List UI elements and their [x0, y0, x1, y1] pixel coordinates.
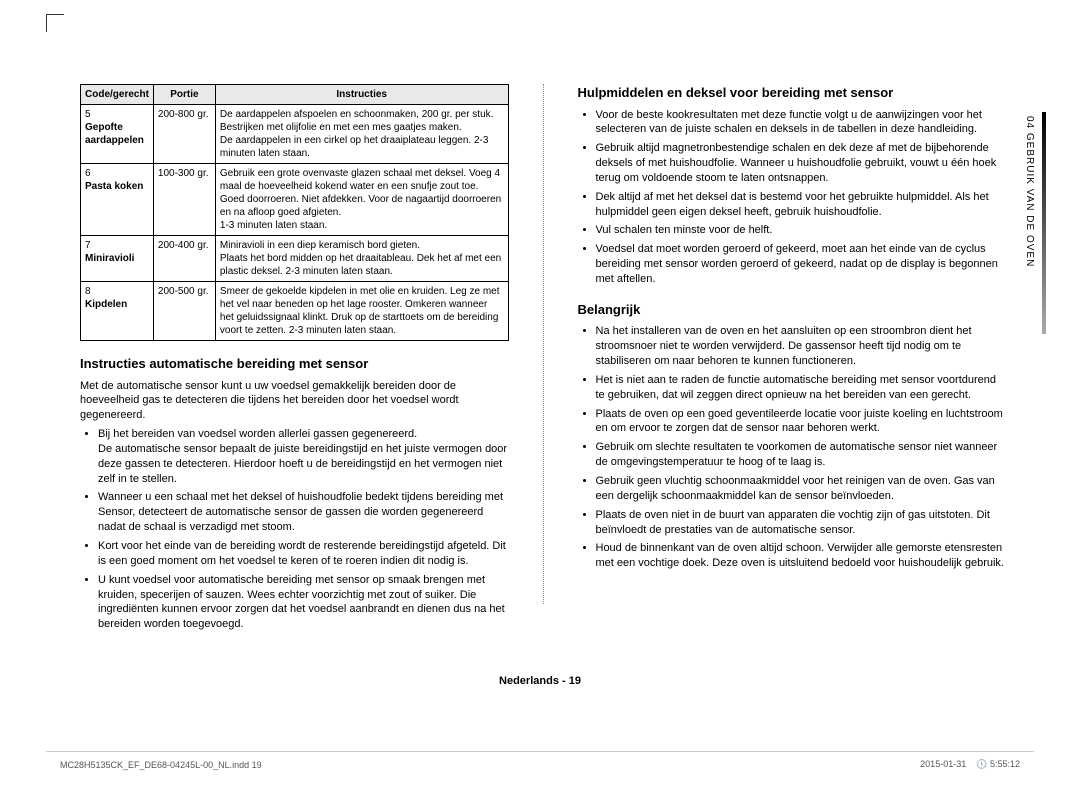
- important-heading: Belangrijk: [578, 301, 1007, 319]
- cell-code: 5Gepofte aardappelen: [81, 105, 154, 164]
- left-column: Code/gerecht Portie Instructies 5Gepofte…: [80, 84, 509, 636]
- content-columns: Code/gerecht Portie Instructies 5Gepofte…: [80, 84, 1006, 636]
- col-portion: Portie: [153, 85, 215, 105]
- page-footer-center: Nederlands - 19: [0, 675, 1080, 687]
- cell-instructions: Gebruik een grote ovenvaste glazen schaa…: [215, 164, 508, 236]
- cell-code: 6Pasta koken: [81, 164, 154, 236]
- sensor-instructions-heading: Instructies automatische bereiding met s…: [80, 355, 509, 373]
- clock-icon: 🕔: [976, 759, 987, 769]
- list-item: Het is niet aan te raden de functie auto…: [596, 373, 1007, 403]
- side-tab: 04 GEBRUIK VAN DE OVEN: [1024, 112, 1046, 334]
- cell-instructions: De aardappelen afspoelen en schoonmaken,…: [215, 105, 508, 164]
- list-item: Plaats de oven op een goed geventileerde…: [596, 407, 1007, 437]
- accessories-list: Voor de beste kookresultaten met deze fu…: [578, 108, 1007, 287]
- col-instructions: Instructies: [215, 85, 508, 105]
- cell-code: 7Miniravioli: [81, 236, 154, 282]
- table-row: 6Pasta koken100-300 gr.Gebruik een grote…: [81, 164, 509, 236]
- important-list: Na het installeren van de oven en het aa…: [578, 324, 1007, 571]
- list-item: Voedsel dat moet worden geroerd of gekee…: [596, 242, 1007, 287]
- cell-instructions: Miniravioli in een diep keramisch bord g…: [215, 236, 508, 282]
- list-item: Vul schalen ten minste voor de helft.: [596, 223, 1007, 238]
- list-item: Gebruik geen vluchtig schoonmaakmiddel v…: [596, 474, 1007, 504]
- accessories-heading: Hulpmiddelen en deksel voor bereiding me…: [578, 84, 1007, 102]
- table-header-row: Code/gerecht Portie Instructies: [81, 85, 509, 105]
- table-row: 8Kipdelen200-500 gr.Smeer de gekoelde ki…: [81, 282, 509, 341]
- list-item: Dek altijd af met het deksel dat is best…: [596, 190, 1007, 220]
- cell-portion: 200-800 gr.: [153, 105, 215, 164]
- sensor-instructions-list: Bij het bereiden van voedsel worden alle…: [80, 427, 509, 632]
- list-item: U kunt voedsel voor automatische bereidi…: [98, 573, 509, 632]
- right-column: Hulpmiddelen en deksel voor bereiding me…: [578, 84, 1007, 636]
- cell-portion: 200-400 gr.: [153, 236, 215, 282]
- cell-code: 8Kipdelen: [81, 282, 154, 341]
- footer-time: 5:55:12: [990, 759, 1020, 769]
- table-row: 5Gepofte aardappelen200-800 gr.De aardap…: [81, 105, 509, 164]
- cooking-table: Code/gerecht Portie Instructies 5Gepofte…: [80, 84, 509, 341]
- crop-mark-icon: [46, 14, 64, 32]
- side-tab-label: 04 GEBRUIK VAN DE OVEN: [1024, 112, 1041, 267]
- list-item: Na het installeren van de oven en het aa…: [596, 324, 1007, 369]
- cell-portion: 100-300 gr.: [153, 164, 215, 236]
- list-item: Plaats de oven niet in de buurt van appa…: [596, 508, 1007, 538]
- cell-instructions: Smeer de gekoelde kipdelen in met olie e…: [215, 282, 508, 341]
- table-row: 7Miniravioli200-400 gr.Miniravioli in ee…: [81, 236, 509, 282]
- side-tab-accent: [1042, 112, 1046, 334]
- manual-page: Code/gerecht Portie Instructies 5Gepofte…: [0, 0, 1080, 792]
- page-footer-right: 2015-01-31 🕔 5:55:12: [920, 759, 1020, 770]
- sensor-instructions-intro: Met de automatische sensor kunt u uw voe…: [80, 379, 509, 424]
- list-item: Wanneer u een schaal met het deksel of h…: [98, 490, 509, 535]
- list-item: Gebruik altijd magnetronbestendige schal…: [596, 141, 1007, 186]
- list-item: Voor de beste kookresultaten met deze fu…: [596, 108, 1007, 138]
- page-footer-left: MC28H5135CK_EF_DE68-04245L-00_NL.indd 19: [60, 760, 262, 770]
- footer-line: [46, 751, 1034, 752]
- col-code: Code/gerecht: [81, 85, 154, 105]
- list-item: Bij het bereiden van voedsel worden alle…: [98, 427, 509, 486]
- cell-portion: 200-500 gr.: [153, 282, 215, 341]
- list-item: Kort voor het einde van de bereiding wor…: [98, 539, 509, 569]
- column-divider: [543, 84, 544, 604]
- list-item: Houd de binnenkant van de oven altijd sc…: [596, 541, 1007, 571]
- list-item: Gebruik om slechte resultaten te voorkom…: [596, 440, 1007, 470]
- footer-date: 2015-01-31: [920, 759, 966, 769]
